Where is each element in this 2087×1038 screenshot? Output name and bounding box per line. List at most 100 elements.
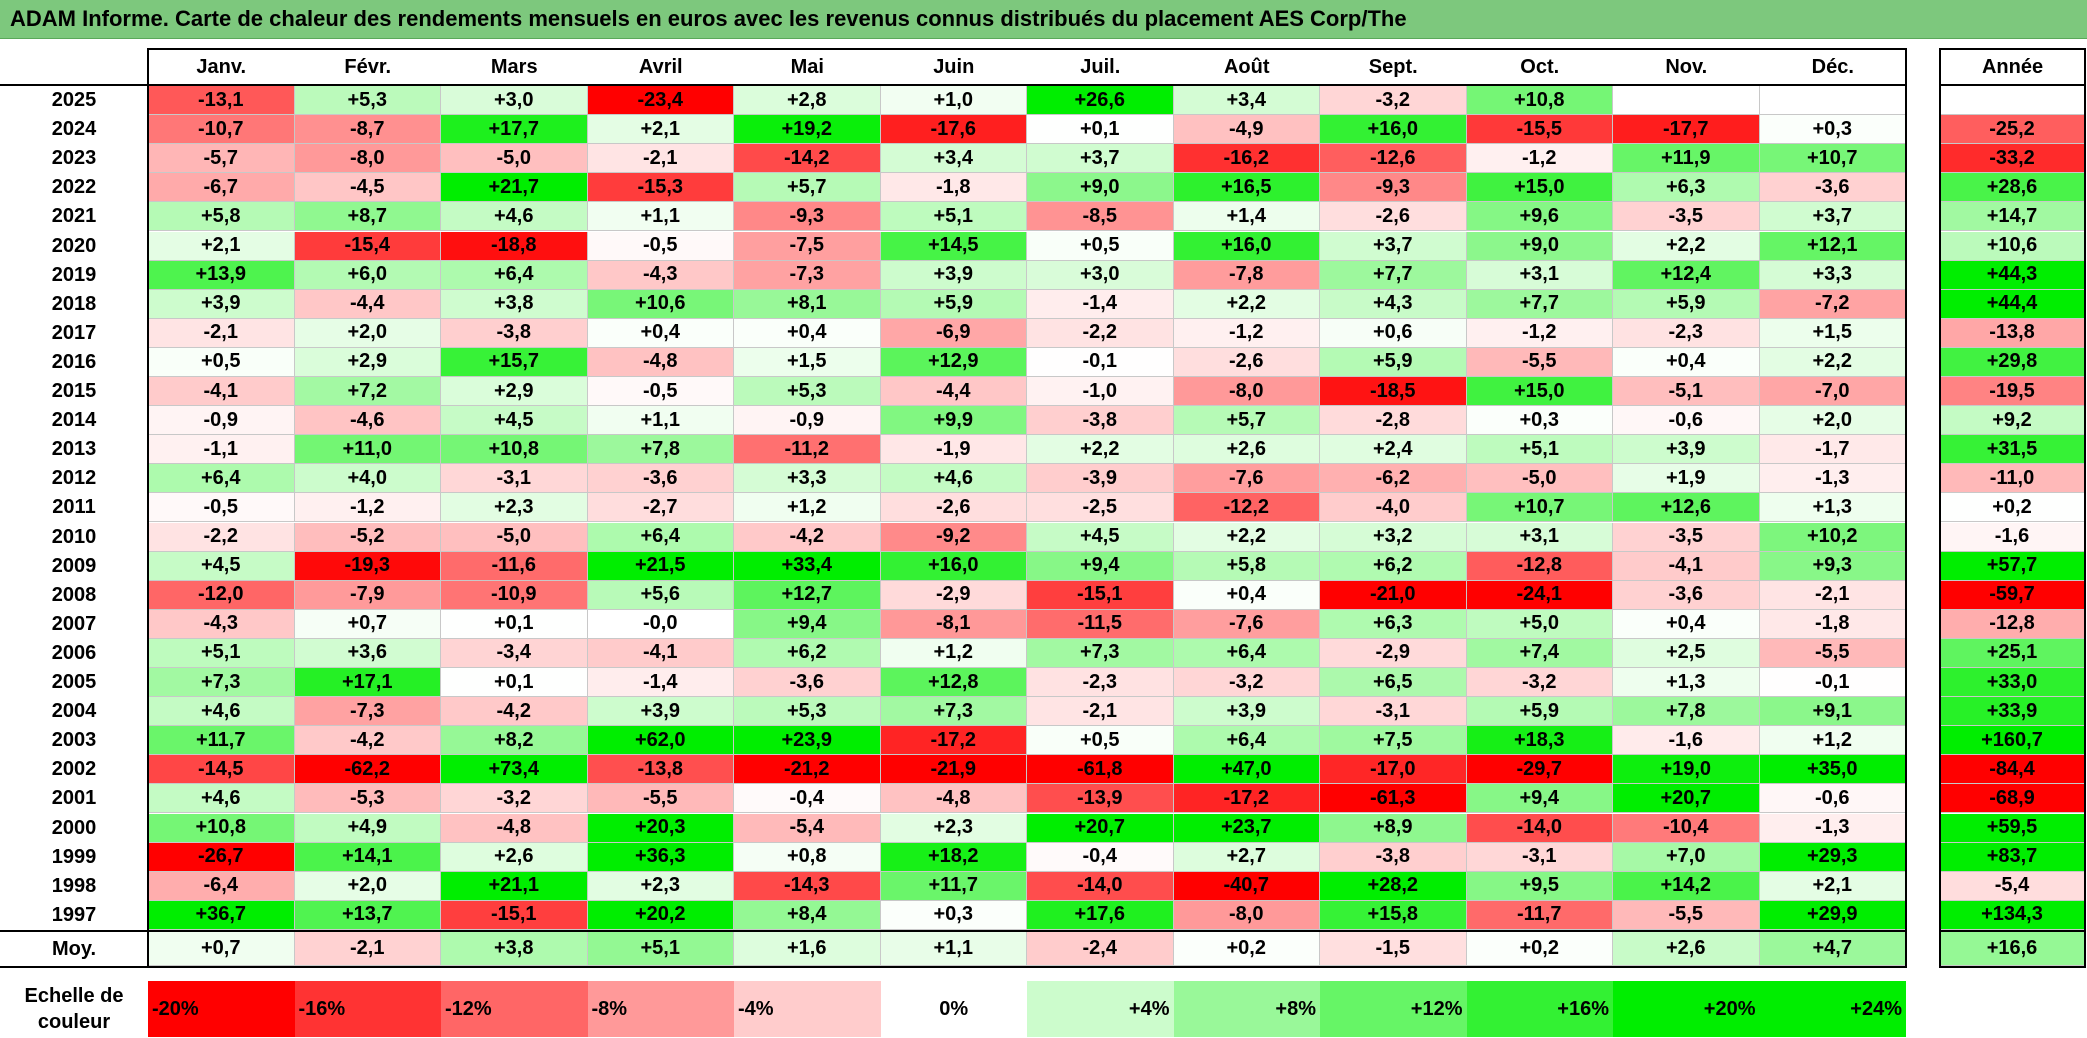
heatmap-cell: +16,0	[880, 551, 1027, 581]
heatmap-cell: -0,6	[1613, 406, 1760, 436]
heatmap-cell: +73,4	[441, 755, 588, 785]
heatmap-cell: +2,3	[880, 813, 1027, 843]
heatmap-cell: -3,6	[1759, 173, 1906, 203]
heatmap-cell: -2,2	[148, 522, 295, 552]
annual-cell: -25,2	[1940, 115, 2085, 145]
annual-cell: +9,2	[1940, 406, 2085, 436]
year-label: 2024	[51, 118, 97, 141]
heatmap-cell: -18,5	[1320, 377, 1467, 407]
heatmap-cell: +11,0	[294, 435, 441, 465]
year-label: 2008	[51, 583, 97, 606]
heatmap-cell: +3,4	[1173, 86, 1320, 116]
heatmap-cell: +8,4	[734, 900, 881, 930]
heatmap-cell: -1,2	[1466, 144, 1613, 174]
color-scale-step: -8%	[587, 981, 734, 1037]
heatmap-cell: +3,9	[880, 260, 1027, 290]
average-annual-cell: +16,6	[1940, 932, 2085, 966]
heatmap-cell: -4,4	[880, 377, 1027, 407]
heatmap-cell: -2,1	[1027, 697, 1174, 727]
heatmap-cell: +15,7	[441, 347, 588, 377]
heatmap-cell: +17,6	[1027, 900, 1174, 930]
heatmap-cell: +5,9	[1613, 289, 1760, 319]
annual-cell: -84,4	[1940, 755, 2085, 785]
heatmap-cell: +12,7	[734, 580, 881, 610]
heatmap-cell: -12,0	[148, 580, 295, 610]
heatmap-cell: -0,0	[587, 609, 734, 639]
heatmap-cell: -5,1	[1613, 377, 1760, 407]
heatmap-cell: -18,8	[441, 231, 588, 261]
heatmap-cell: +12,4	[1613, 260, 1760, 290]
heatmap-cell: -4,5	[294, 173, 441, 203]
heatmap-cell: -4,3	[587, 260, 734, 290]
heatmap-cell: +9,0	[1466, 231, 1613, 261]
heatmap-cell: +19,2	[734, 115, 881, 145]
heatmap-cell: +9,9	[880, 406, 1027, 436]
heatmap-cell: -17,6	[880, 115, 1027, 145]
heatmap-cell: +0,4	[587, 318, 734, 348]
heatmap-cell: +4,6	[880, 464, 1027, 494]
heatmap-cell: -12,8	[1466, 551, 1613, 581]
heatmap-cell: +1,2	[880, 638, 1027, 668]
heatmap-cell: -4,2	[441, 697, 588, 727]
heatmap-cell: -24,1	[1466, 580, 1613, 610]
heatmap-cell: -4,1	[587, 638, 734, 668]
annual-cell: +57,7	[1940, 551, 2085, 581]
heatmap-cell: +16,0	[1320, 115, 1467, 145]
heatmap-cell: +2,3	[441, 493, 588, 523]
heatmap-cell: -5,3	[294, 784, 441, 814]
heatmap-cell: +1,5	[734, 347, 881, 377]
heatmap-cell: -15,3	[587, 173, 734, 203]
heatmap-cell: +7,3	[148, 668, 295, 698]
heatmap-cell: -1,2	[1173, 318, 1320, 348]
heatmap-cell: +7,3	[880, 697, 1027, 727]
heatmap-cell: +8,1	[734, 289, 881, 319]
heatmap-cell: -40,7	[1173, 871, 1320, 901]
heatmap-cell: +5,3	[294, 86, 441, 116]
heatmap-cell: +3,0	[1027, 260, 1174, 290]
heatmap-cell: -3,8	[1320, 842, 1467, 872]
heatmap-cell: -4,6	[294, 406, 441, 436]
average-cell: +0,7	[148, 932, 295, 966]
annual-cell	[1940, 86, 2085, 116]
color-scale-step: +4%	[1027, 981, 1174, 1037]
heatmap-cell: -9,3	[1320, 173, 1467, 203]
heatmap-cell: +11,7	[880, 871, 1027, 901]
average-divider	[0, 930, 1906, 932]
heatmap-cell: -3,8	[1027, 406, 1174, 436]
year-label: 2010	[51, 525, 97, 548]
heatmap-cell: +11,9	[1613, 144, 1760, 174]
header-divider-annual	[1940, 84, 2085, 86]
heatmap-cell: -1,8	[1759, 609, 1906, 639]
heatmap-cell: -4,4	[294, 289, 441, 319]
month-header-4: Avril	[638, 55, 683, 78]
month-header-9: Sept.	[1368, 55, 1418, 78]
average-cell: +4,7	[1759, 932, 1906, 966]
heatmap-cell: -2,6	[1173, 347, 1320, 377]
heatmap-cell: +3,6	[294, 638, 441, 668]
heatmap-cell: -12,2	[1173, 493, 1320, 523]
heatmap-cell: -11,5	[1027, 609, 1174, 639]
color-scale-step: +16%	[1466, 981, 1613, 1037]
heatmap-cell: +1,0	[880, 86, 1027, 116]
annual-cell: +33,9	[1940, 697, 2085, 727]
heatmap-cell: -9,3	[734, 202, 881, 232]
heatmap-cell: -15,1	[441, 900, 588, 930]
heatmap-cell: -3,2	[1466, 668, 1613, 698]
heatmap-cell: +4,6	[441, 202, 588, 232]
heatmap-cell: +2,0	[294, 871, 441, 901]
annual-cell: +14,7	[1940, 202, 2085, 232]
average-cell: +1,6	[734, 932, 881, 966]
average-cell: -2,1	[294, 932, 441, 966]
heatmap-cell: -62,2	[294, 755, 441, 785]
heatmap-cell: +9,0	[1027, 173, 1174, 203]
heatmap-cell: -15,4	[294, 231, 441, 261]
heatmap-cell: +7,3	[1027, 638, 1174, 668]
heatmap-cell: +14,5	[880, 231, 1027, 261]
heatmap-cell: -1,2	[294, 493, 441, 523]
heatmap-cell: -21,2	[734, 755, 881, 785]
heatmap-cell: +3,3	[1759, 260, 1906, 290]
heatmap-cell: -11,6	[441, 551, 588, 581]
heatmap-cell: +6,4	[1173, 726, 1320, 756]
heatmap-cell: +3,4	[880, 144, 1027, 174]
